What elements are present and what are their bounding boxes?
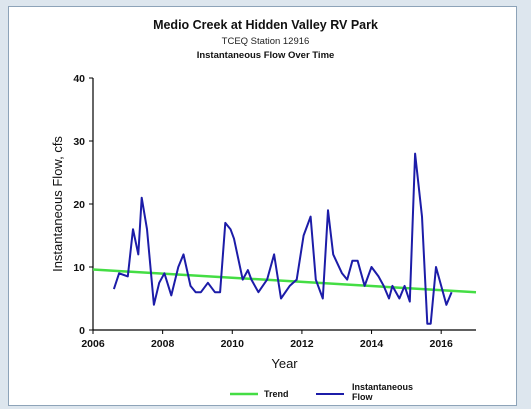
x-tick-label: 2012: [290, 338, 314, 350]
y-tick-label: 20: [73, 199, 85, 211]
chart-title: Medio Creek at Hidden Valley RV Park: [153, 18, 378, 32]
legend-item-flow: Instantaneous Flow: [316, 382, 413, 402]
legend-label-trend: Trend: [264, 389, 289, 399]
x-tick-label: 2010: [221, 338, 245, 350]
x-tick-label: 2014: [360, 338, 384, 350]
chart-subtitle-secondary: Instantaneous Flow Over Time: [196, 50, 335, 61]
y-axis-title: Instantaneous Flow, cfs: [50, 136, 65, 272]
legend-label-flow: Instantaneous Flow: [352, 382, 413, 402]
x-tick-label: 2008: [151, 338, 175, 350]
flow-line: [112, 152, 453, 325]
x-tick-label: 2006: [81, 338, 105, 350]
y-tick-label: 30: [73, 136, 85, 148]
x-tick-label: 2016: [430, 338, 454, 350]
legend-item-trend: Trend: [230, 389, 289, 399]
y-tick-label: 0: [79, 325, 85, 337]
chart-subtitle: TCEQ Station 12916: [221, 36, 310, 47]
y-tick-label: 40: [73, 73, 85, 85]
y-tick-label: 10: [73, 262, 85, 274]
x-axis-title: Year: [271, 356, 298, 371]
trend-line: [92, 268, 477, 294]
